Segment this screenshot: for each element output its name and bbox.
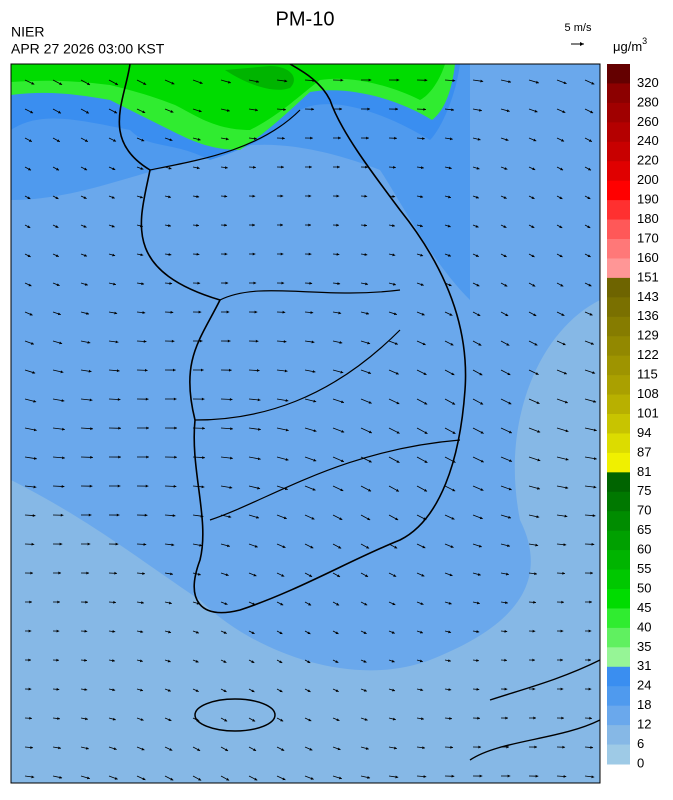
color-swatch xyxy=(607,356,630,376)
legend-tick-label: 0 xyxy=(637,755,644,770)
color-swatch xyxy=(607,200,630,220)
color-swatch xyxy=(607,64,630,84)
unit-exponent: 3 xyxy=(642,36,647,46)
color-swatch xyxy=(607,472,630,492)
legend-tick-label: 220 xyxy=(637,153,659,168)
legend-tick-label: 280 xyxy=(637,94,659,109)
color-swatch xyxy=(607,375,630,395)
legend-tick-label: 50 xyxy=(637,580,651,595)
color-bar: 3202802602402202001901801701601511431361… xyxy=(607,64,659,770)
datetime: APR 27 2026 03:00 KST xyxy=(11,41,165,57)
legend-tick-label: 31 xyxy=(637,658,651,673)
color-swatch xyxy=(607,181,630,201)
color-swatch xyxy=(607,297,630,317)
legend-tick-label: 180 xyxy=(637,211,659,226)
color-swatch xyxy=(607,161,630,181)
color-swatch xyxy=(607,686,630,706)
legend-tick-label: 260 xyxy=(637,114,659,129)
legend-tick-label: 190 xyxy=(637,192,659,207)
legend-tick-label: 101 xyxy=(637,405,659,420)
color-swatch xyxy=(607,122,630,142)
color-swatch xyxy=(607,511,630,531)
legend-tick-label: 65 xyxy=(637,522,651,537)
color-swatch xyxy=(607,706,630,726)
legend-tick-label: 240 xyxy=(637,133,659,148)
legend-tick-label: 129 xyxy=(637,328,659,343)
legend-tick-label: 170 xyxy=(637,230,659,245)
legend-tick-label: 18 xyxy=(637,697,651,712)
legend-tick-label: 115 xyxy=(637,367,658,382)
legend-tick-label: 55 xyxy=(637,561,651,576)
color-swatch xyxy=(607,492,630,512)
legend-tick-label: 151 xyxy=(637,269,659,284)
color-swatch xyxy=(607,589,630,609)
color-swatch xyxy=(607,278,630,298)
legend-tick-label: 12 xyxy=(637,717,651,732)
color-swatch xyxy=(607,258,630,278)
legend-tick-label: 75 xyxy=(637,483,651,498)
color-swatch xyxy=(607,550,630,570)
wind-scale-label: 5 m/s xyxy=(565,22,592,34)
legend-tick-label: 136 xyxy=(637,308,659,323)
legend-tick-label: 70 xyxy=(637,503,651,518)
legend-tick-label: 200 xyxy=(637,172,659,187)
legend-tick-label: 122 xyxy=(637,347,659,362)
color-swatch xyxy=(607,745,630,765)
color-swatch xyxy=(607,667,630,687)
legend-tick-label: 87 xyxy=(637,444,651,459)
unit-label: μg/m3 xyxy=(613,36,647,54)
legend-tick-label: 24 xyxy=(637,678,651,693)
color-swatch xyxy=(607,336,630,356)
legend-tick-label: 160 xyxy=(637,250,659,265)
legend-tick-label: 45 xyxy=(637,600,651,615)
map-area xyxy=(11,64,600,783)
legend-tick-label: 320 xyxy=(637,75,659,90)
color-swatch xyxy=(607,103,630,123)
legend-tick-label: 40 xyxy=(637,619,651,634)
color-swatch xyxy=(607,647,630,667)
title: PM-10 xyxy=(276,8,335,30)
color-swatch xyxy=(607,239,630,259)
legend-tick-label: 35 xyxy=(637,639,651,654)
color-swatch xyxy=(607,531,630,551)
color-swatch xyxy=(607,220,630,240)
legend-tick-label: 94 xyxy=(637,425,651,440)
color-swatch xyxy=(607,725,630,745)
color-swatch xyxy=(607,433,630,453)
legend-tick-label: 143 xyxy=(637,289,659,304)
color-swatch xyxy=(607,142,630,162)
wind-scale-arrowhead xyxy=(580,42,584,46)
legend-tick-label: 108 xyxy=(637,386,659,401)
color-swatch xyxy=(607,83,630,103)
agency: NIER xyxy=(11,24,44,40)
legend-tick-label: 6 xyxy=(637,736,644,751)
color-swatch xyxy=(607,414,630,434)
color-swatch xyxy=(607,628,630,648)
color-swatch xyxy=(607,608,630,628)
unit-base: μg/m xyxy=(613,39,642,54)
color-swatch xyxy=(607,570,630,590)
color-swatch xyxy=(607,317,630,337)
legend-tick-label: 60 xyxy=(637,542,651,557)
color-swatch xyxy=(607,453,630,473)
color-swatch xyxy=(607,395,630,415)
legend-tick-label: 81 xyxy=(637,464,651,479)
